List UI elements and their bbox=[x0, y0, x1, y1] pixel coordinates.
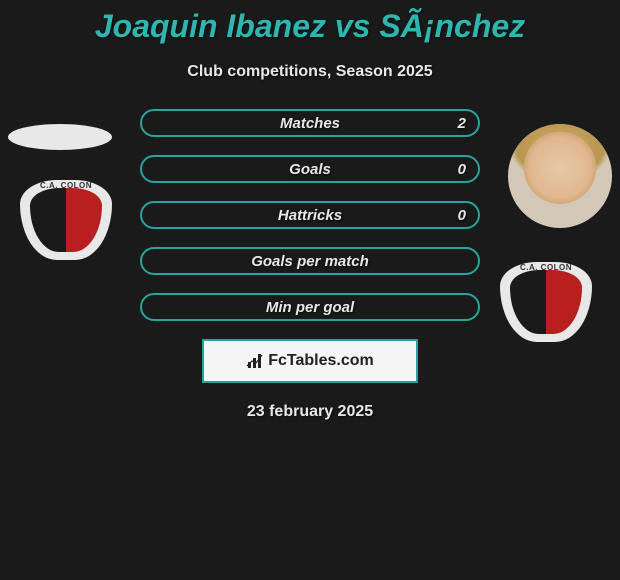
stat-row-goals: Goals 0 bbox=[140, 155, 480, 183]
club-label-right: C.A. COLON bbox=[500, 263, 592, 272]
stat-row-matches: Matches 2 bbox=[140, 109, 480, 137]
stat-label: Goals per match bbox=[251, 253, 369, 270]
stat-value-right: 0 bbox=[458, 161, 466, 178]
source-badge-text: FcTables.com bbox=[268, 352, 374, 370]
player-right-face bbox=[508, 124, 612, 228]
club-label-left: C.A. COLON bbox=[20, 181, 112, 190]
comparison-subtitle: Club competitions, Season 2025 bbox=[0, 63, 620, 81]
stat-label: Matches bbox=[280, 115, 340, 132]
player-right-club-crest: C.A. COLON bbox=[500, 262, 600, 346]
stat-label: Goals bbox=[289, 161, 331, 178]
stat-label: Hattricks bbox=[278, 207, 342, 224]
comparison-date: 23 february 2025 bbox=[0, 403, 620, 421]
stat-row-hattricks: Hattricks 0 bbox=[140, 201, 480, 229]
stat-row-min-per-goal: Min per goal bbox=[140, 293, 480, 321]
bar-chart-icon bbox=[246, 352, 264, 370]
stat-value-right: 0 bbox=[458, 207, 466, 224]
player-left-avatar bbox=[8, 124, 112, 150]
stat-value-right: 2 bbox=[458, 115, 466, 132]
comparison-title: Joaquin Ibanez vs SÃ¡nchez bbox=[0, 0, 620, 45]
stat-label: Min per goal bbox=[266, 299, 354, 316]
stats-table: Matches 2 Goals 0 Hattricks 0 Goals per … bbox=[140, 109, 480, 321]
stat-row-goals-per-match: Goals per match bbox=[140, 247, 480, 275]
player-right-avatar bbox=[508, 124, 612, 228]
player-left-club-crest: C.A. COLON bbox=[20, 180, 120, 264]
source-badge: FcTables.com bbox=[202, 339, 418, 383]
